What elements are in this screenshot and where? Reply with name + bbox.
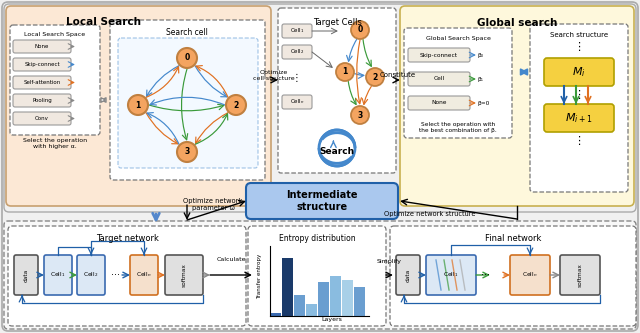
Text: Intermediate
structure: Intermediate structure (286, 190, 358, 212)
Text: Cell$_1$: Cell$_1$ (290, 27, 304, 35)
FancyBboxPatch shape (404, 28, 512, 138)
FancyBboxPatch shape (282, 95, 312, 109)
Text: Self-attention: Self-attention (24, 80, 61, 85)
Text: β₁: β₁ (478, 77, 484, 82)
Circle shape (351, 21, 369, 39)
FancyBboxPatch shape (118, 38, 258, 168)
Text: Calculate: Calculate (216, 257, 246, 262)
Text: 0: 0 (184, 54, 189, 63)
Text: Local Search: Local Search (65, 17, 141, 27)
Text: β=0: β=0 (478, 101, 490, 106)
Text: 2: 2 (234, 101, 239, 110)
Text: Optimize
cell structure: Optimize cell structure (253, 70, 295, 81)
Bar (294, 295, 305, 316)
FancyBboxPatch shape (408, 48, 470, 62)
Bar (270, 313, 281, 316)
Text: data: data (406, 268, 410, 282)
Bar (354, 287, 365, 316)
Text: Final network: Final network (485, 234, 541, 243)
Text: 3: 3 (357, 111, 363, 120)
Text: ⋮: ⋮ (573, 42, 584, 52)
Text: ⋮: ⋮ (573, 90, 584, 100)
Text: Transfer entropy: Transfer entropy (257, 253, 262, 299)
Text: data: data (24, 268, 29, 282)
Text: β₀: β₀ (478, 53, 484, 58)
FancyBboxPatch shape (8, 226, 246, 326)
FancyBboxPatch shape (165, 255, 203, 295)
Text: Cell: Cell (433, 77, 445, 82)
FancyBboxPatch shape (13, 112, 71, 125)
Text: Simplify: Simplify (376, 259, 401, 264)
FancyBboxPatch shape (560, 255, 600, 295)
Bar (342, 280, 353, 316)
Text: Local Search Space: Local Search Space (24, 32, 86, 37)
FancyBboxPatch shape (10, 25, 100, 135)
FancyBboxPatch shape (110, 20, 265, 180)
FancyBboxPatch shape (282, 24, 312, 38)
Text: Cell$_2$: Cell$_2$ (83, 270, 99, 279)
Text: softmax: softmax (182, 263, 186, 287)
Text: Optimize network
parameter ω: Optimize network parameter ω (184, 198, 243, 211)
FancyBboxPatch shape (278, 8, 396, 173)
Text: ⋮: ⋮ (573, 136, 584, 146)
Text: Skip-connect: Skip-connect (420, 53, 458, 58)
Circle shape (226, 95, 246, 115)
Circle shape (351, 106, 369, 124)
Bar (318, 282, 329, 316)
Text: ···: ··· (111, 270, 120, 280)
Bar (306, 304, 317, 316)
Text: $M_i$: $M_i$ (572, 65, 586, 79)
FancyBboxPatch shape (400, 6, 634, 206)
Text: ⋮: ⋮ (291, 73, 301, 83)
Text: Optimize network structure: Optimize network structure (384, 211, 476, 217)
FancyBboxPatch shape (396, 255, 420, 295)
Circle shape (366, 68, 384, 86)
Text: Cell$_1$: Cell$_1$ (444, 270, 459, 279)
Text: Entropy distribution: Entropy distribution (278, 234, 355, 243)
FancyBboxPatch shape (248, 226, 386, 326)
Text: ···: ··· (481, 270, 490, 280)
FancyBboxPatch shape (130, 255, 158, 295)
FancyBboxPatch shape (77, 255, 105, 295)
Text: Pooling: Pooling (32, 98, 52, 103)
FancyBboxPatch shape (13, 40, 71, 53)
Text: None: None (35, 44, 49, 49)
FancyBboxPatch shape (530, 24, 628, 192)
FancyBboxPatch shape (4, 4, 636, 212)
Text: Global Search Space: Global Search Space (426, 36, 490, 41)
Text: Cell$_n$: Cell$_n$ (136, 270, 152, 279)
FancyBboxPatch shape (14, 255, 38, 295)
FancyBboxPatch shape (13, 58, 71, 71)
FancyBboxPatch shape (390, 226, 636, 326)
Circle shape (177, 48, 197, 68)
Text: Conv: Conv (35, 116, 49, 121)
Text: Cell$_n$: Cell$_n$ (290, 98, 304, 107)
FancyBboxPatch shape (408, 72, 470, 86)
FancyBboxPatch shape (13, 94, 71, 107)
FancyBboxPatch shape (510, 255, 550, 295)
Text: Global search: Global search (477, 18, 557, 28)
Text: 1: 1 (342, 68, 348, 77)
Text: Target network: Target network (95, 234, 159, 243)
Text: $M_{i+1}$: $M_{i+1}$ (565, 111, 593, 125)
Text: Target Cells: Target Cells (312, 18, 362, 27)
Circle shape (336, 63, 354, 81)
Text: Cell$_2$: Cell$_2$ (290, 48, 304, 57)
Text: 3: 3 (184, 148, 189, 157)
FancyBboxPatch shape (282, 45, 312, 59)
Text: Layers: Layers (321, 317, 342, 322)
Circle shape (128, 95, 148, 115)
FancyBboxPatch shape (44, 255, 72, 295)
Text: Select the operation with
the best combination of β.: Select the operation with the best combi… (419, 122, 497, 133)
Bar (282, 257, 293, 316)
FancyBboxPatch shape (426, 255, 476, 295)
FancyBboxPatch shape (544, 58, 614, 86)
Text: Search: Search (319, 147, 355, 156)
Text: Constitute: Constitute (380, 72, 416, 78)
Text: Cell$_n$: Cell$_n$ (522, 270, 538, 279)
FancyBboxPatch shape (13, 76, 71, 89)
Text: 1: 1 (136, 101, 141, 110)
Text: softmax: softmax (577, 263, 582, 287)
Text: 2: 2 (372, 73, 378, 82)
